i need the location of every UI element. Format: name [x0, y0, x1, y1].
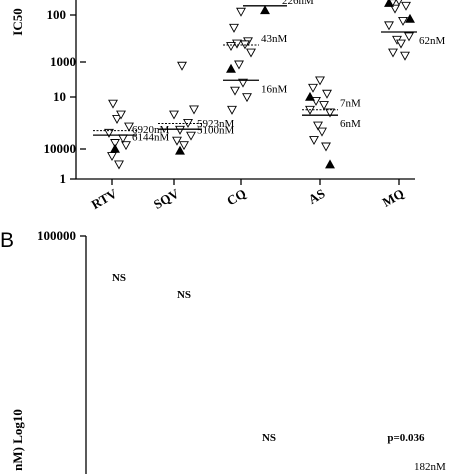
- panel-b-point-filled: [260, 5, 270, 15]
- panel-a-point: [325, 108, 335, 118]
- panel-b-significance-label: NS: [262, 432, 276, 444]
- panel-b-significance-label: NS: [177, 289, 191, 301]
- panel-a-x-tick-label: MQ: [380, 186, 407, 210]
- panel-a-point: [308, 83, 318, 93]
- panel-a-point-filled: [305, 91, 315, 101]
- panel-b-point: [112, 115, 122, 124]
- panel-a-y-tick-label: 100: [47, 7, 67, 22]
- panel-a-chart: IC50 1 10 100 RTV SQV CQ AS MQ 43nM 16nM 7nM 6nM 6…: [10, 0, 446, 212]
- panel-b-median-label: 226nM: [282, 0, 314, 7]
- panel-b-point: [104, 128, 114, 138]
- panel-a-point: [317, 127, 327, 137]
- panel-a-point: [319, 101, 329, 111]
- panel-a-mean-label: 7nM: [340, 98, 361, 110]
- panel-a-point: [309, 136, 319, 146]
- panel-a-point: [404, 32, 414, 42]
- panel-b-point-filled: [110, 143, 120, 153]
- panel-b-point-filled: [175, 145, 185, 155]
- panel-a-point: [388, 48, 398, 58]
- panel-a-point: [234, 60, 244, 70]
- panel-a-y-tick-label: 1: [60, 171, 67, 186]
- panel-a-point: [321, 142, 331, 152]
- panel-a-median-label: 6nM: [340, 118, 361, 130]
- panel-b-point: [118, 134, 128, 144]
- panel-b-y-tick-label: 100000: [37, 228, 76, 243]
- panel-a-point: [229, 23, 239, 33]
- panel-a-point: [396, 39, 406, 49]
- panel-a-point: [230, 86, 240, 96]
- panel-b-chart: B nM) Log10 100000 10000 1000 NS 6920nM6144…: [0, 0, 446, 474]
- panel-a-median-label: 16nM: [261, 83, 288, 95]
- panel-a-point: [226, 42, 236, 52]
- panel-b-point: [110, 139, 120, 148]
- panel-b-point: [114, 160, 124, 170]
- panel-b-point: [108, 99, 118, 109]
- panel-b-significance-label: p=0.036: [387, 432, 425, 444]
- panel-a-point-filled: [226, 63, 236, 73]
- panel-a-point: [236, 7, 246, 17]
- panel-b-point: [179, 141, 189, 151]
- panel-a-point-filled: [384, 0, 394, 7]
- panel-a-y-axis-label: IC50: [10, 8, 25, 35]
- panel-b-point: [124, 122, 134, 132]
- panel-b-point: [116, 110, 126, 120]
- panel-a-point: [384, 21, 394, 31]
- panel-a-point: [322, 89, 332, 99]
- panel-a-point: [398, 16, 408, 26]
- panel-b-y-tick-label: 1000: [50, 54, 76, 69]
- panel-b-significance-label: NS: [112, 272, 126, 284]
- panel-a-mean-label: 43nM: [261, 33, 288, 45]
- panel-b-point: [121, 141, 131, 151]
- panel-a-point: [315, 76, 325, 86]
- panel-a-point-filled: [325, 159, 335, 169]
- panel-b-mean-label: 6144nM: [132, 132, 170, 144]
- panel-a-point: [238, 78, 248, 88]
- panel-a-point: [390, 4, 400, 14]
- panel-b-point: [177, 61, 187, 71]
- panel-b-label: B: [0, 229, 14, 252]
- panel-b-point: [189, 105, 199, 115]
- panel-a-point: [246, 48, 256, 58]
- panel-a-median-label: 62nM: [419, 35, 446, 47]
- panel-a-point: [242, 93, 252, 103]
- panel-a-y-tick-label: 10: [53, 89, 66, 104]
- panel-b-median-label: 6920nM: [132, 124, 170, 136]
- panel-b-point: [107, 152, 117, 162]
- panel-a-point: [313, 121, 323, 131]
- panel-a-point: [227, 105, 237, 115]
- panel-b-point: [169, 110, 179, 120]
- panel-b-y-axis-label: nM) Log10: [10, 409, 25, 471]
- panel-a-point: [401, 1, 411, 11]
- panel-a-point: [395, 0, 403, 6]
- panel-a-x-tick-label: CQ: [224, 186, 248, 209]
- panel-a-x-tick-label: RTV: [89, 185, 120, 212]
- panel-b-point: [186, 131, 196, 141]
- panel-a-x-tick-label: AS: [306, 186, 328, 207]
- panel-b-mean-label: 5100nM: [197, 125, 235, 137]
- panel-b-point-filled: [405, 13, 415, 23]
- panel-b-y-tick-label: 10000: [44, 141, 77, 156]
- panel-b-point: [172, 136, 182, 146]
- panel-b-median-label: 182nM: [414, 461, 446, 473]
- panel-b-point: [175, 125, 185, 135]
- panel-a-x-tick-label: SQV: [151, 185, 182, 212]
- panel-a-point: [400, 51, 410, 61]
- panel-b-median-label: 5923nM: [197, 118, 235, 130]
